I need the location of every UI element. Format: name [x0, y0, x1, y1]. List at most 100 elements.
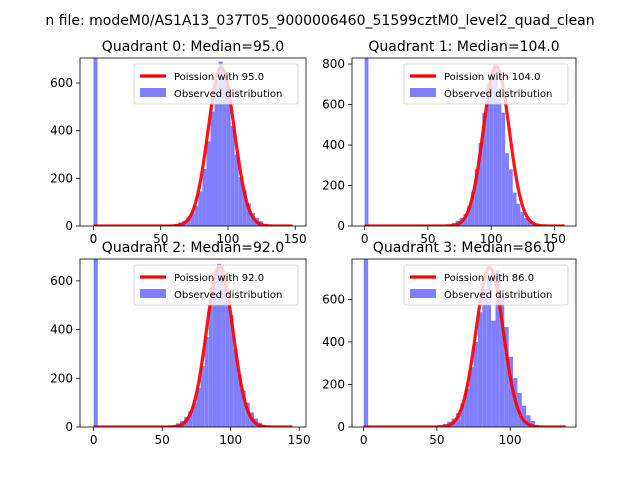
y-tick-label: 600	[50, 274, 73, 288]
poisson-curve	[92, 264, 294, 427]
hist-bar	[467, 205, 471, 226]
hist-bar	[204, 336, 209, 427]
legend-2: Poission with 92.0 Observed distribution	[133, 264, 299, 306]
poisson-curve	[92, 65, 294, 226]
hist-bar	[505, 153, 509, 226]
y-tick-label: 0	[337, 219, 345, 233]
x-tick-label: 0	[360, 433, 368, 447]
legend-label: Observed distribution	[444, 290, 552, 301]
plot-area-2	[92, 259, 294, 427]
subplot-3: 0 50 100 0 200 400 600 Poission with 86.0 Observ…	[322, 240, 577, 447]
subplot-title: Quadrant 1: Median=104.0	[368, 39, 559, 55]
x-tick-label: 100	[480, 232, 503, 246]
y-tick-label: 0	[65, 219, 73, 233]
hist-bar	[237, 374, 242, 427]
plot-area-1	[363, 58, 566, 226]
x-tick-label: 150	[288, 433, 311, 447]
x-tick-label: 50	[155, 433, 170, 447]
y-tick-label: 400	[50, 323, 73, 337]
hist-bar	[489, 72, 494, 226]
hist-bar	[225, 290, 230, 427]
hist-bar-zero	[93, 259, 98, 427]
legend-label: Observed distribution	[174, 290, 282, 301]
legend-label: Observed distribution	[444, 89, 552, 100]
hist-bar	[524, 217, 528, 226]
hist-bar	[491, 320, 496, 427]
hist-bar	[493, 64, 498, 226]
hist-bar	[200, 366, 205, 427]
hist-bar	[512, 192, 517, 226]
x-tick-label: 50	[420, 232, 435, 246]
legend-3: Poission with 86.0 Observed distribution	[403, 264, 569, 306]
axes-frame	[79, 57, 307, 227]
hist-bar	[470, 191, 475, 226]
y-tick-label: 600	[322, 98, 345, 112]
hist-bar	[521, 405, 527, 427]
legend-box	[133, 63, 299, 105]
hist-bar	[230, 125, 235, 226]
hist-bar	[216, 263, 222, 427]
hist-bar	[495, 269, 500, 427]
hist-bar	[218, 61, 223, 226]
y-tick-label: 200	[50, 171, 73, 185]
x-tick-label: 50	[153, 232, 168, 246]
hist-bar	[464, 388, 470, 427]
hist-bar	[190, 212, 195, 226]
hist-bar	[206, 141, 211, 226]
subplot-title: Quadrant 3: Median=86.0	[373, 240, 555, 256]
hist-bar	[210, 111, 215, 226]
hist-bar	[194, 205, 199, 226]
hist-bar	[508, 169, 513, 226]
hist-bar	[520, 211, 525, 226]
y-tick-label: 200	[322, 377, 345, 391]
hist-bar	[482, 288, 487, 427]
legend-box	[403, 63, 569, 105]
legend-label: Poission with 95.0	[174, 72, 264, 83]
hist-bar	[516, 203, 521, 226]
hist-bar-zero	[363, 259, 369, 427]
hist-bar	[188, 411, 193, 427]
legend-label: Poission with 104.0	[444, 72, 540, 83]
x-tick-label: 50	[429, 433, 444, 447]
hist-bar	[460, 403, 465, 427]
subplot-0: 0 50 100 150 0 200 400 600 Poission with 95.0 Obs…	[50, 39, 307, 246]
y-tick-label: 200	[322, 179, 345, 193]
hist-bar	[477, 312, 483, 427]
hist-bar	[497, 90, 502, 226]
hist-bar	[246, 203, 251, 226]
legend-label: Poission with 86.0	[444, 273, 534, 284]
x-tick-label: 0	[90, 433, 98, 447]
hist-bar	[242, 190, 247, 226]
hist-bar	[233, 349, 238, 427]
hist-bar	[501, 112, 506, 226]
hist-bar	[478, 143, 483, 226]
hist-bar	[198, 191, 203, 226]
poisson-curve	[362, 265, 567, 427]
hist-bar	[234, 154, 239, 226]
plot-area-3	[362, 259, 567, 427]
hist-bar	[504, 327, 509, 427]
hist-bar	[241, 390, 246, 427]
hist-bar	[222, 71, 227, 226]
hist-bar	[455, 413, 461, 427]
legend-patch-swatch	[140, 289, 166, 298]
hist-bar	[221, 271, 226, 427]
subplot-title: Quadrant 0: Median=95.0	[102, 39, 284, 55]
y-tick-label: 600	[322, 292, 345, 306]
hist-bar	[186, 217, 191, 226]
hist-bar	[508, 356, 514, 427]
legend-label: Poission with 92.0	[174, 273, 264, 284]
legend-patch-swatch	[410, 289, 436, 298]
x-tick-label: 100	[499, 433, 522, 447]
y-tick-label: 800	[322, 57, 345, 71]
hist-bar	[526, 415, 531, 427]
hist-bar	[482, 112, 487, 226]
subplot-1: 0 50 100 150 0 200 400 600 800 Poission with 104.…	[322, 39, 577, 246]
hist-bar-zero	[364, 58, 369, 226]
subplot-2: 0 50 100 150 0 200 400 600 Poission with 92.0 Obs…	[50, 240, 311, 447]
legend-label: Observed distribution	[174, 89, 282, 100]
hist-bar	[473, 341, 478, 427]
y-tick-label: 400	[50, 124, 73, 138]
hist-bar	[245, 402, 250, 427]
